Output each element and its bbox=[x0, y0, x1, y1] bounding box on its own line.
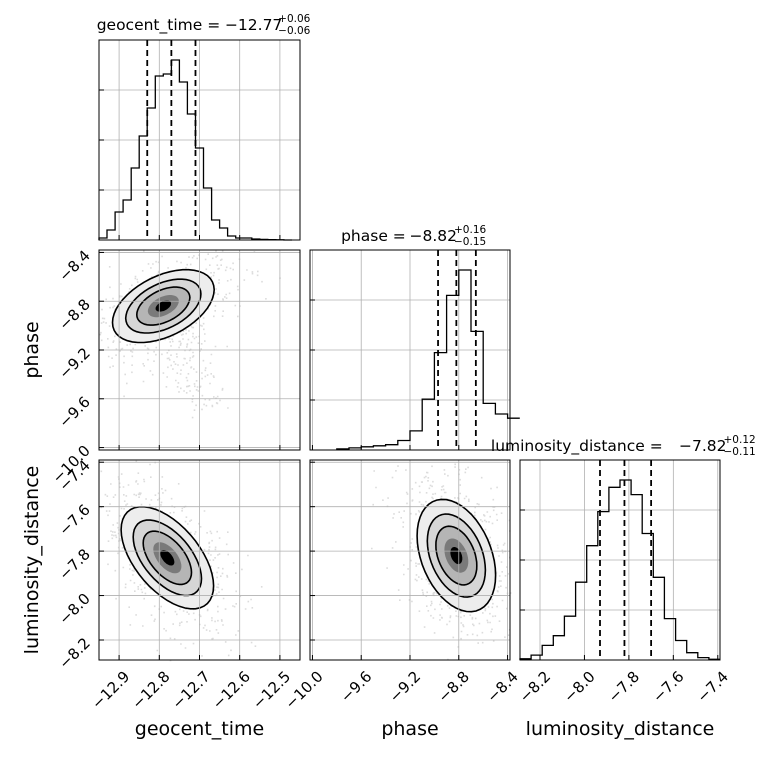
scatter-cloud-0 bbox=[99, 250, 281, 419]
x-tick-label: −8.0 bbox=[560, 668, 598, 706]
title-minus: −0.06 bbox=[278, 25, 310, 37]
y-tick-label: −8.4 bbox=[55, 247, 93, 285]
x-tick-label: −12.9 bbox=[88, 668, 133, 713]
title-label: luminosity_distance = bbox=[491, 437, 663, 456]
title-plus: +0.12 bbox=[724, 434, 756, 446]
histogram-geocent_time bbox=[98, 59, 292, 241]
x-tick-label: −7.4 bbox=[694, 668, 732, 706]
panel-phase-vs-luminosity_distance bbox=[309, 459, 511, 661]
panel-geocent_time-vs-luminosity_distance bbox=[98, 459, 301, 661]
density-contour-1-4 bbox=[160, 550, 175, 566]
title-value: −8.82 bbox=[410, 227, 458, 245]
x-tick-label: −10.0 bbox=[281, 668, 326, 713]
title-phase: phase = −8.82+0.16−0.15 bbox=[341, 224, 486, 248]
histogram-luminosity_distance bbox=[519, 479, 720, 660]
x-tick-label: −7.8 bbox=[605, 668, 643, 706]
title-luminosity_distance: luminosity_distance = −7.82+0.12−0.11 bbox=[491, 434, 756, 458]
panel-frame bbox=[519, 459, 721, 661]
x-tick-label: −8.4 bbox=[483, 668, 521, 706]
title-geocent_time: geocent_time = −12.77+0.06−0.06 bbox=[97, 13, 311, 37]
x-tick-label: −9.2 bbox=[386, 668, 424, 706]
title-plus: +0.16 bbox=[454, 224, 486, 236]
panel-phase-hist bbox=[309, 249, 520, 451]
y-tick-label: −9.2 bbox=[55, 344, 93, 382]
title-label: geocent_time = bbox=[97, 16, 221, 35]
title-minus: −0.11 bbox=[724, 446, 756, 458]
title-plus: +0.06 bbox=[278, 13, 310, 25]
x-tick-label: −8.2 bbox=[516, 668, 554, 706]
title-minus: −0.15 bbox=[454, 236, 486, 248]
y-axis-label: luminosity_distance bbox=[21, 466, 43, 655]
y-tick-label: −7.8 bbox=[55, 545, 93, 583]
scatter-cloud-2 bbox=[371, 463, 512, 661]
x-axis-label: luminosity_distance bbox=[526, 718, 715, 740]
x-tick-label: −9.6 bbox=[337, 668, 375, 706]
x-tick-label: −8.8 bbox=[435, 668, 473, 706]
x-axis-label: geocent_time bbox=[135, 718, 264, 740]
x-tick-label: −7.6 bbox=[649, 668, 687, 706]
x-axis-label: phase bbox=[381, 718, 438, 740]
y-tick-label: −8.0 bbox=[55, 590, 93, 628]
panel-geocent_time-hist bbox=[98, 39, 301, 241]
title-label: phase = bbox=[341, 227, 406, 245]
y-tick-label: −8.8 bbox=[55, 295, 93, 333]
x-tick-label: −12.7 bbox=[169, 668, 214, 713]
plot-layer: −12.9−12.8−12.7−12.6−12.5geocent_time−10… bbox=[21, 13, 756, 740]
y-tick-label: −8.2 bbox=[55, 634, 93, 672]
panel-geocent_time-vs-phase bbox=[98, 249, 301, 451]
title-value: −7.82 bbox=[679, 437, 727, 455]
histogram-phase bbox=[336, 269, 520, 450]
scatter-cloud-1 bbox=[100, 460, 263, 662]
density-layer bbox=[99, 250, 512, 662]
y-tick-label: −7.6 bbox=[55, 501, 93, 539]
title-value: −12.77 bbox=[225, 16, 282, 34]
y-axis-label: phase bbox=[21, 321, 43, 378]
x-tick-label: −12.8 bbox=[128, 668, 173, 713]
x-tick-label: −12.6 bbox=[209, 668, 254, 713]
y-tick-label: −9.6 bbox=[55, 393, 93, 431]
panel-luminosity_distance-hist bbox=[519, 459, 721, 661]
